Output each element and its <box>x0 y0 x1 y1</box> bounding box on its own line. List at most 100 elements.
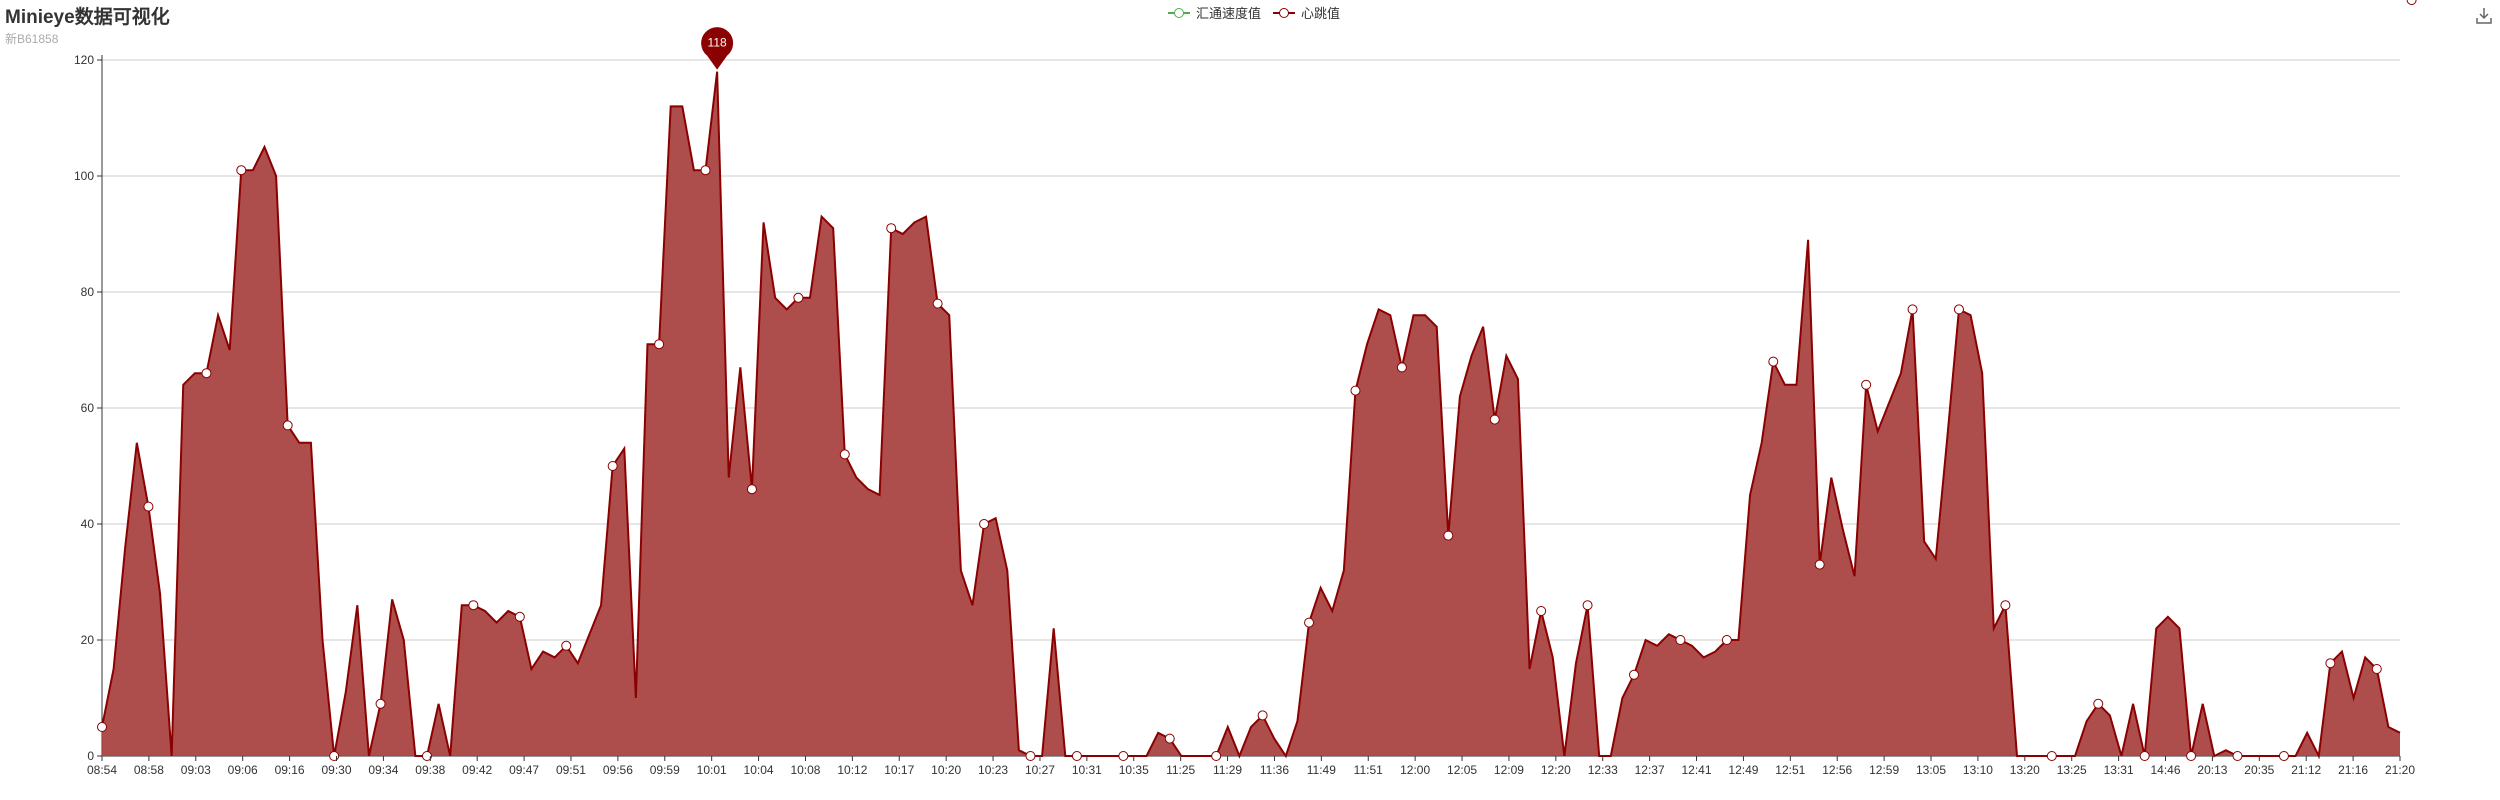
x-tick-label: 09:47 <box>509 763 539 777</box>
data-point[interactable] <box>1675 635 1686 645</box>
data-point[interactable] <box>886 223 897 234</box>
data-point[interactable] <box>1443 530 1454 541</box>
y-tick-label: 120 <box>74 53 94 67</box>
data-point[interactable] <box>654 339 665 350</box>
data-point[interactable] <box>1396 362 1407 373</box>
data-point[interactable] <box>1629 669 1639 680</box>
max-pin <box>701 27 734 70</box>
data-point[interactable] <box>1768 356 1779 367</box>
data-point[interactable] <box>2046 751 2057 761</box>
data-point[interactable] <box>1907 304 1918 315</box>
data-point[interactable] <box>1164 733 1175 744</box>
legend-item-heartbeat[interactable]: 心跳值 <box>1273 3 1340 22</box>
data-point[interactable] <box>143 501 154 512</box>
max-pin-label: 118 <box>708 36 727 50</box>
x-tick-label: 09:51 <box>556 763 586 777</box>
data-point[interactable] <box>201 368 212 379</box>
data-point[interactable] <box>607 461 618 471</box>
data-point[interactable] <box>2325 658 2336 669</box>
data-point[interactable] <box>2093 698 2104 709</box>
x-tick-label: 13:05 <box>1916 763 1946 777</box>
x-tick-label: 11:25 <box>1166 763 1195 777</box>
data-point[interactable] <box>97 722 107 732</box>
x-tick-label: 12:00 <box>1400 763 1430 777</box>
x-tick-label: 12:33 <box>1588 763 1618 777</box>
data-point[interactable] <box>2000 600 2011 611</box>
x-tick-label: 09:03 <box>181 763 211 777</box>
y-tick-label: 80 <box>81 285 95 299</box>
legend-label-heartbeat: 心跳值 <box>1301 6 1341 21</box>
data-point[interactable] <box>236 165 247 176</box>
x-tick-label: 10:31 <box>1072 763 1102 777</box>
x-tick-label: 08:58 <box>134 763 164 777</box>
x-tick-label: 21:20 <box>2385 763 2415 777</box>
y-tick-label: 0 <box>87 749 94 763</box>
x-tick-label: 12:05 <box>1447 763 1477 777</box>
x-tick-label: 09:56 <box>603 763 633 777</box>
x-tick-label: 08:54 <box>87 763 117 777</box>
data-point[interactable] <box>1350 385 1361 396</box>
x-tick-label: 09:42 <box>462 763 492 777</box>
data-point[interactable] <box>839 449 850 460</box>
data-point[interactable] <box>2371 664 2382 674</box>
data-point[interactable] <box>514 611 525 622</box>
data-point[interactable] <box>1257 710 1268 721</box>
y-tick-label: 60 <box>81 401 95 415</box>
x-tick-label: 21:12 <box>2291 763 2321 777</box>
data-point[interactable] <box>1489 414 1500 425</box>
data-point[interactable] <box>2186 751 2197 761</box>
x-tick-label: 10:08 <box>790 763 820 777</box>
x-tick-label: 11:51 <box>1354 763 1383 777</box>
data-point[interactable] <box>932 298 943 309</box>
x-tick-label: 20:35 <box>2244 763 2274 777</box>
legend: 汇通速度值 心跳值 <box>1168 3 1340 22</box>
legend-item-speed[interactable]: 汇通速度值 <box>1168 3 1261 22</box>
legend-swatch-heartbeat <box>1273 7 1296 18</box>
x-tick-label: 09:34 <box>368 763 398 777</box>
data-point[interactable] <box>979 519 990 529</box>
data-point[interactable] <box>700 165 711 176</box>
x-tick-label: 12:51 <box>1775 763 1805 777</box>
data-point[interactable] <box>282 420 293 431</box>
data-point[interactable] <box>1025 751 1036 761</box>
x-tick-label: 12:41 <box>1682 763 1712 777</box>
x-tick-label: 11:36 <box>1260 763 1289 777</box>
data-point[interactable] <box>746 484 757 495</box>
data-point[interactable] <box>793 292 804 303</box>
data-point[interactable] <box>2232 751 2243 761</box>
x-tick-label: 13:20 <box>2010 763 2040 777</box>
x-tick-label: 21:16 <box>2338 763 2368 777</box>
data-point[interactable] <box>1814 559 1825 570</box>
x-tick-label: 11:49 <box>1307 763 1336 777</box>
data-point[interactable] <box>1536 606 1547 616</box>
x-tick-label: 10:27 <box>1025 763 1055 777</box>
chart-title: Minieye数据可视化 <box>5 7 170 28</box>
data-point[interactable] <box>1304 617 1315 628</box>
data-point[interactable] <box>1071 751 1082 761</box>
x-tick-label: 12:37 <box>1635 763 1665 777</box>
x-tick-label: 10:01 <box>697 763 727 777</box>
data-point[interactable] <box>375 698 386 709</box>
heartbeat-line <box>101 71 2401 760</box>
data-point[interactable] <box>1582 600 1593 611</box>
x-tick-label: 13:31 <box>2104 763 2134 777</box>
x-tick-label: 09:06 <box>228 763 258 777</box>
download-button[interactable] <box>2474 6 2494 26</box>
data-point[interactable] <box>468 600 479 611</box>
data-point[interactable] <box>1211 751 1222 761</box>
x-tick-label: 11:29 <box>1213 763 1242 777</box>
data-point[interactable] <box>1118 751 1129 761</box>
data-point[interactable] <box>561 640 572 651</box>
x-tick-label: 10:12 <box>837 763 867 777</box>
data-point[interactable] <box>1861 379 1872 390</box>
data-point[interactable] <box>2278 751 2289 761</box>
data-point[interactable] <box>1953 304 1964 315</box>
x-tick-label: 12:20 <box>1541 763 1571 777</box>
x-tick-label: 09:16 <box>275 763 305 777</box>
data-point[interactable] <box>1721 635 1732 645</box>
data-point[interactable] <box>329 751 340 761</box>
data-point[interactable] <box>2406 0 2417 5</box>
data-point[interactable] <box>421 751 432 761</box>
x-tick-label: 10:23 <box>978 763 1008 777</box>
data-point[interactable] <box>2139 751 2150 761</box>
